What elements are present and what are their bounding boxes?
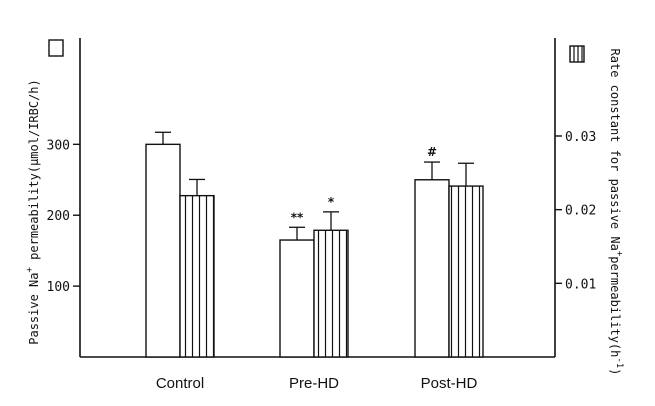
significance-mark-1-0: ** — [291, 210, 304, 224]
left-tick-label-0: 100 — [47, 280, 70, 295]
bar-pre-hd-s0 — [279, 239, 315, 358]
left-tick-label-2: 300 — [47, 138, 70, 153]
bar-control-s0 — [145, 143, 181, 358]
legend-open-box — [48, 39, 64, 57]
right-tick-label-2: 0.03 — [565, 130, 596, 145]
bar-post-hd-s1 — [448, 185, 484, 358]
right-tick-label-0: 0.01 — [565, 277, 596, 292]
bar-post-hd-s0 — [414, 179, 450, 358]
significance-mark-2-0: # — [427, 145, 437, 159]
right-tick-label-1: 0.02 — [565, 204, 596, 219]
left-axis-title: Passive Na+ permeability(μmol/IRBC/h) — [25, 79, 41, 345]
bar-pre-hd-s1 — [313, 229, 349, 358]
left-tick-label-1: 200 — [47, 209, 70, 224]
category-label-2: Post-HD — [421, 375, 478, 392]
category-label-1: Pre-HD — [289, 375, 339, 392]
legend-hatched-box — [569, 45, 585, 63]
right-axis-title: Rate constant for passive Na+permeabilit… — [608, 49, 624, 376]
bar-control-s1 — [179, 194, 215, 358]
significance-mark-1-1: * — [328, 195, 335, 209]
category-label-0: Control — [156, 375, 204, 392]
